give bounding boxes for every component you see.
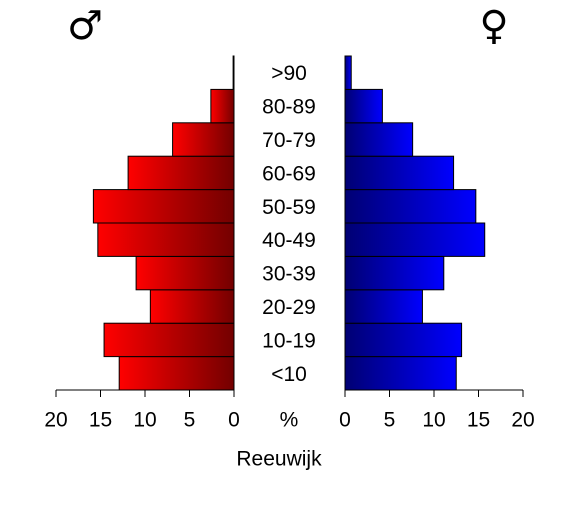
bar [344,222,486,257]
x-tick-label: 10 [422,409,445,432]
bar [127,155,235,191]
bar [344,189,477,224]
bar [344,322,463,358]
x-tick-label: 15 [89,409,112,432]
bar [103,322,235,358]
category-label: 50-59 [262,196,316,219]
bar [344,55,352,90]
x-tick-label: 5 [184,409,196,432]
bar [344,155,455,191]
category-label: 60-69 [262,162,316,185]
category-label: 10-19 [262,329,316,352]
legend-female: ♀ [479,3,508,49]
bar [344,255,445,291]
x-tick-label: 0 [339,409,351,432]
x-tick-label: 15 [467,409,490,432]
chart-title: Reeuwijk [236,448,322,471]
x-tick-label: 20 [511,409,534,432]
bar [92,189,235,224]
x-tick-label: 10 [133,409,156,432]
category-label: 20-29 [262,296,316,319]
bar [210,88,235,124]
bar [97,222,235,257]
x-tick-label: 20 [44,409,67,432]
bar [149,289,235,324]
x-tick-label: 5 [384,409,396,432]
bar [344,356,457,391]
category-label: 70-79 [262,129,316,152]
bar [118,356,235,391]
legend-male: ♂ [67,3,103,49]
unit-label: % [280,409,299,432]
bar [232,55,235,90]
category-label: 40-49 [262,229,316,252]
bar [344,88,383,124]
category-label: <10 [271,363,307,386]
bar [172,122,235,157]
x-tick-label: 0 [228,409,240,432]
category-label: 80-89 [262,96,316,119]
bar [135,255,235,291]
category-label: 30-39 [262,263,316,286]
bar [344,289,423,324]
category-label: >90 [271,62,307,85]
bar [344,122,414,157]
